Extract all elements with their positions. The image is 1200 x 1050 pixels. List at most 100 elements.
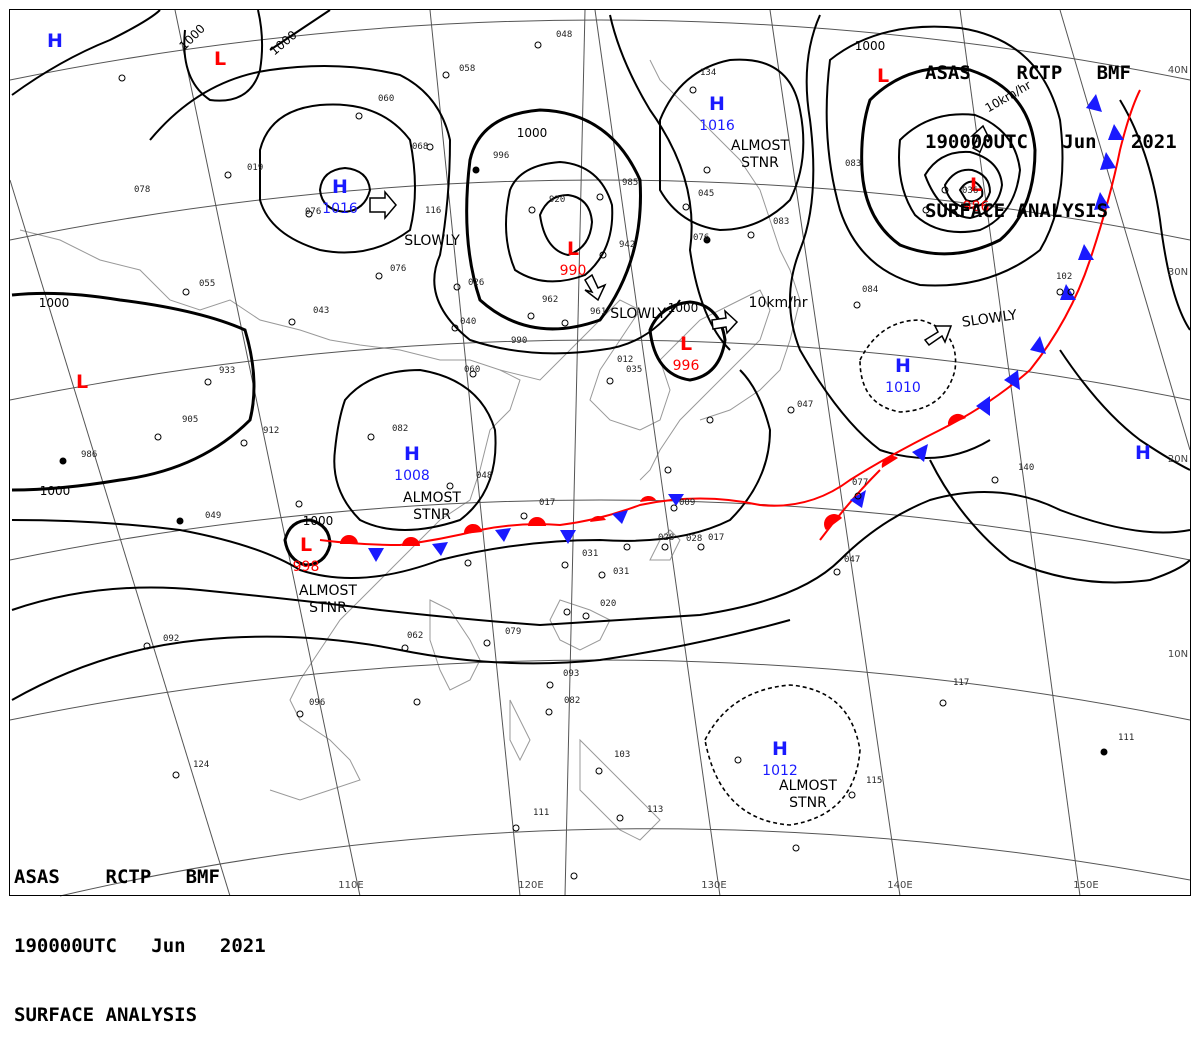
station-pressure: 026 — [468, 278, 484, 288]
latitude-label: 40N — [1168, 65, 1188, 76]
title-block-bottom: ASAS RCTP BMF 190000UTC Jun 2021 SURFACE… — [14, 820, 266, 1050]
low-center-marker: L — [300, 534, 312, 556]
low-center-marker: L — [877, 65, 889, 87]
station-pressure: 055 — [199, 279, 215, 289]
station-pressure: 012 — [617, 355, 633, 365]
latitude-label: 30N — [1168, 267, 1188, 278]
motion-label: SLOWLY — [404, 233, 460, 249]
station-pressure: 060 — [464, 365, 480, 375]
low-center-marker: L — [214, 48, 226, 70]
longitude-label: 130E — [701, 880, 726, 891]
longitude-label: 140E — [887, 880, 912, 891]
motion-label: STNR — [789, 795, 827, 811]
station-pressure: 124 — [193, 760, 209, 770]
motion-label: STNR — [741, 155, 779, 171]
high-center-marker: H — [332, 176, 348, 198]
station-pressure: 103 — [614, 750, 630, 760]
motion-label: STNR — [309, 600, 347, 616]
footer-line-1: ASAS RCTP BMF — [14, 866, 220, 888]
station-pressure: 048 — [476, 471, 492, 481]
motion-label: ALMOST — [403, 490, 461, 506]
station-pressure: 040 — [460, 317, 476, 327]
title-block-top: ASAS RCTP BMF 190000UTC Jun 2021 SURFACE… — [925, 16, 1177, 246]
station-pressure: 028 — [658, 533, 674, 543]
footer-line-3: SURFACE ANALYSIS — [14, 1004, 198, 1026]
high-center-marker: H — [404, 443, 420, 465]
station-pressure: 047 — [797, 400, 813, 410]
longitude-label: 150E — [1073, 880, 1098, 891]
surface-weather-map — [9, 9, 1191, 897]
station-pressure: 986 — [81, 450, 97, 460]
station-pressure: 111 — [533, 808, 549, 818]
center-pressure-value: 1016 — [699, 118, 735, 134]
isobar-value-label: 1000 — [668, 301, 699, 315]
high-center-marker: H — [47, 30, 63, 52]
station-pressure: 961 — [590, 307, 606, 317]
center-pressure-value: 990 — [560, 263, 587, 279]
station-pressure: 115 — [866, 776, 882, 786]
title-line-1: ASAS RCTP BMF — [925, 62, 1131, 84]
station-pressure: 140 — [1018, 463, 1034, 473]
footer-line-2: 190000UTC Jun 2021 — [14, 935, 266, 957]
station-pressure: 017 — [708, 533, 724, 543]
motion-arrows — [369, 124, 992, 347]
station-pressure: 920 — [549, 195, 565, 205]
station-pressure: 942 — [619, 240, 635, 250]
high-center-marker: H — [895, 355, 911, 377]
station-pressure: 076 — [390, 264, 406, 274]
station-pressure: 031 — [582, 549, 598, 559]
stationary-front — [319, 89, 1141, 562]
station-pressure: 117 — [953, 678, 969, 688]
station-pressure: 093 — [563, 669, 579, 679]
warm-front-semicircles — [340, 413, 966, 546]
motion-label: ALMOST — [299, 583, 357, 599]
high-center-marker: H — [772, 738, 788, 760]
motion-label: 10km/hr — [749, 295, 808, 311]
center-pressure-value: 986 — [963, 199, 990, 215]
station-pressure: 912 — [263, 426, 279, 436]
station-pressure: 031 — [613, 567, 629, 577]
motion-label: ALMOST — [731, 138, 789, 154]
station-pressure: 082 — [392, 424, 408, 434]
station-pressure: 058 — [459, 64, 475, 74]
low-center-marker: L — [567, 238, 579, 260]
map-label-layer: H L H 1016 L 990 H 1016 L L 986 L 996 H 1010 L H 1008 L 998… — [39, 21, 1188, 891]
station-pressure: 047 — [844, 555, 860, 565]
station-pressure: 045 — [698, 189, 714, 199]
station-pressure: 017 — [539, 498, 555, 508]
station-pressure: 083 — [845, 159, 861, 169]
isobar-value-label: 1000 — [267, 28, 299, 58]
station-pressure: 076 — [305, 207, 321, 217]
station-pressure: 962 — [542, 295, 558, 305]
motion-label: ALMOST — [779, 778, 837, 794]
center-pressure-value: 1008 — [394, 468, 430, 484]
station-pressure: 990 — [511, 336, 527, 346]
station-pressure: 933 — [219, 366, 235, 376]
isobars — [11, 9, 1191, 826]
high-center-marker: H — [709, 93, 725, 115]
station-pressure: 083 — [773, 217, 789, 227]
center-pressure-value: 1010 — [885, 380, 921, 396]
station-pressure: 028 — [686, 534, 702, 544]
station-pressure: 116 — [425, 206, 441, 216]
isobar-value-label: 1000 — [303, 514, 334, 528]
station-pressure: 076 — [693, 233, 709, 243]
low-center-marker: L — [680, 333, 692, 355]
low-center-marker: L — [76, 371, 88, 393]
motion-label: SLOWLY — [610, 306, 666, 322]
station-pressure: 009 — [679, 498, 695, 508]
latitude-label: 20N — [1168, 454, 1188, 465]
station-pressure: 068 — [412, 142, 428, 152]
low-center-marker: L — [970, 174, 982, 196]
station-pressure: 079 — [505, 627, 521, 637]
station-pressure: 062 — [407, 631, 423, 641]
station-pressure: 996 — [493, 151, 509, 161]
station-pressure: 084 — [862, 285, 878, 295]
station-pressure: 049 — [205, 511, 221, 521]
station-pressure: 134 — [700, 68, 716, 78]
motion-label: STNR — [413, 507, 451, 523]
station-pressure: 036 — [962, 186, 978, 196]
station-pressure: 082 — [564, 696, 580, 706]
isobar-value-label: 1000 — [39, 296, 70, 310]
title-line-3: SURFACE ANALYSIS — [925, 200, 1109, 222]
